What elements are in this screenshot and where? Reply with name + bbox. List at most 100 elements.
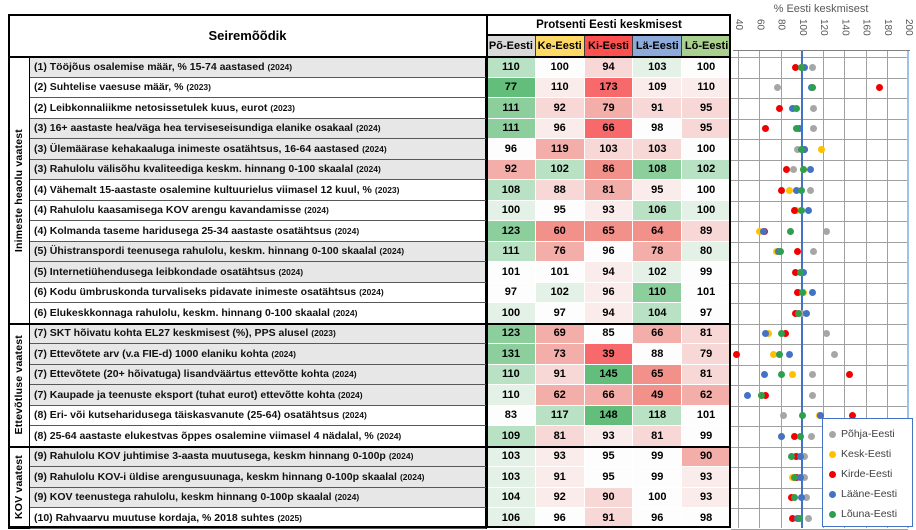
chart-data-point bbox=[808, 289, 816, 297]
metric-cell: (4) Kolmanda taseme haridusega 25-34 aas… bbox=[30, 221, 487, 242]
chart-data-point bbox=[807, 432, 815, 440]
value-cell: 108 bbox=[487, 180, 536, 201]
value-cell: 77 bbox=[487, 77, 536, 98]
metric-cell: (9) Rahulolu KOV juhtimise 3-aasta muutu… bbox=[30, 446, 487, 467]
chart-vgridline bbox=[865, 50, 867, 528]
metric-cell: (10) Rahvaarvu muutuse kordaja, % 2018 s… bbox=[30, 508, 487, 529]
value-cell: 62 bbox=[682, 385, 731, 406]
table-row: (7) Kaupade ja teenuste eksport (tuhat e… bbox=[30, 385, 731, 406]
chart-data-point bbox=[790, 207, 798, 215]
value-cell: 110 bbox=[682, 77, 731, 98]
chart-vgridline bbox=[823, 50, 824, 528]
metric-cell: (7) Kaupade ja teenuste eksport (tuhat e… bbox=[30, 385, 487, 406]
metric-cell: (9) Rahulolu KOV-i üldise arengusuunaga,… bbox=[30, 467, 487, 488]
chart-tick-label: 100 bbox=[796, 19, 808, 36]
value-cell: 99 bbox=[682, 262, 731, 283]
metric-year: (2023) bbox=[270, 102, 295, 113]
value-cell: 103 bbox=[633, 57, 683, 78]
value-cell: 101 bbox=[682, 282, 731, 303]
value-cell: 95 bbox=[584, 446, 634, 467]
metric-label: (3) Ülemäärase kehakaaluga inimeste osat… bbox=[34, 142, 360, 155]
chart-tick-label: 40 bbox=[733, 19, 744, 31]
metric-label: (6) Elukeskkonnaga rahulolu, keskm. hinn… bbox=[34, 306, 330, 319]
chart-data-point bbox=[794, 145, 801, 153]
chart-vgridline bbox=[907, 50, 909, 528]
table-row: (4) Kolmanda taseme haridusega 25-34 aas… bbox=[30, 221, 731, 242]
chart-data-point bbox=[789, 166, 797, 174]
chart-data-point bbox=[778, 371, 786, 379]
value-cell: 64 bbox=[633, 221, 683, 242]
table-row: (7) Ettevõtete arv (v.a FIE-d) 1000 elan… bbox=[30, 344, 731, 365]
metric-label: (5) Internetiühendusega leibkondade osat… bbox=[34, 265, 276, 278]
chart-data-point bbox=[733, 350, 741, 358]
value-cell: 95 bbox=[682, 98, 731, 119]
value-cell: 90 bbox=[584, 487, 634, 508]
metric-year: (2024) bbox=[271, 348, 296, 359]
value-cell: 101 bbox=[535, 262, 585, 283]
value-cell: 85 bbox=[584, 323, 634, 344]
legend-item: Lääne-Eesti bbox=[829, 484, 912, 504]
metric-year: (2024) bbox=[331, 369, 357, 380]
chart-data-point bbox=[809, 104, 817, 112]
table-row: (9) KOV teenustega rahulolu, keskm hinna… bbox=[30, 487, 731, 508]
chart-data-point bbox=[796, 514, 804, 522]
chart-data-point bbox=[778, 186, 786, 194]
legend-dot-icon bbox=[829, 490, 836, 498]
table-row: (9) Rahulolu KOV-i üldise arengusuunaga,… bbox=[30, 467, 731, 488]
chart-data-point bbox=[787, 453, 795, 461]
section-label: Ettevõtluse vaatest bbox=[13, 335, 25, 435]
value-cell: 93 bbox=[535, 446, 585, 467]
value-cell: 97 bbox=[535, 303, 585, 324]
value-cell: 81 bbox=[584, 180, 634, 201]
value-cell: 99 bbox=[633, 446, 683, 467]
value-cell: 69 bbox=[535, 323, 585, 344]
value-cell: 103 bbox=[487, 446, 536, 467]
chart-data-point bbox=[785, 186, 793, 194]
value-cell: 91 bbox=[633, 98, 683, 119]
section-label: KOV vaatest bbox=[13, 455, 25, 520]
chart-data-point bbox=[792, 125, 800, 133]
metric-year: (2024) bbox=[278, 266, 304, 277]
value-cell: 96 bbox=[535, 508, 585, 529]
metric-year: (2024) bbox=[334, 225, 360, 236]
value-cell: 60 bbox=[535, 221, 585, 242]
chart-data-point bbox=[792, 453, 800, 461]
chart-data-point bbox=[806, 166, 814, 174]
chart-hgridline bbox=[731, 303, 908, 304]
metric-label: (8) Eri- või kutseharidusega täiskasvanu… bbox=[34, 409, 340, 422]
value-cell: 98 bbox=[633, 118, 683, 139]
chart-hgridline bbox=[731, 385, 908, 386]
metric-year: (2025) bbox=[277, 512, 303, 523]
value-cell: 89 bbox=[682, 221, 731, 242]
region-column-header: Lõ-Eesti bbox=[682, 35, 731, 57]
value-cell: 66 bbox=[633, 323, 683, 344]
metric-year: (2023) bbox=[186, 82, 211, 93]
metric-label: (8) 25-64 aastaste elukestvas õppes osal… bbox=[34, 429, 374, 442]
chart-data-point bbox=[791, 268, 799, 276]
value-cell: 100 bbox=[682, 200, 731, 221]
table-row: (7) Ettevõtete (20+ hõivatuga) lisandvää… bbox=[30, 364, 731, 385]
value-cell: 95 bbox=[584, 467, 634, 488]
metric-year: (2024) bbox=[355, 123, 381, 134]
chart-data-point bbox=[817, 412, 825, 420]
chart-data-point bbox=[782, 330, 790, 338]
chart-data-point bbox=[795, 309, 803, 317]
value-cell: 91 bbox=[535, 467, 585, 488]
table-row: (6) Kodu ümbruskonda turvaliseks pidavat… bbox=[30, 282, 731, 303]
chart-data-point bbox=[778, 432, 786, 440]
chart-hgridline bbox=[731, 159, 908, 161]
chart-data-point bbox=[806, 186, 814, 194]
value-cell: 88 bbox=[633, 344, 683, 365]
chart-title: % Eesti keskmisest bbox=[773, 3, 869, 15]
legend-label: Lõuna-Eesti bbox=[841, 508, 898, 520]
value-cell: 100 bbox=[682, 139, 731, 160]
value-cell: 117 bbox=[535, 405, 585, 426]
chart-data-point bbox=[775, 104, 783, 112]
chart-data-point bbox=[744, 391, 752, 399]
chart-hgridline bbox=[731, 118, 908, 120]
legend-item: Kirde-Eesti bbox=[829, 464, 912, 484]
section-label-box: Inimeste heaolu vaatest bbox=[8, 57, 30, 324]
value-cell: 101 bbox=[682, 405, 731, 426]
value-cell: 110 bbox=[487, 364, 536, 385]
chart-data-point bbox=[769, 350, 777, 358]
